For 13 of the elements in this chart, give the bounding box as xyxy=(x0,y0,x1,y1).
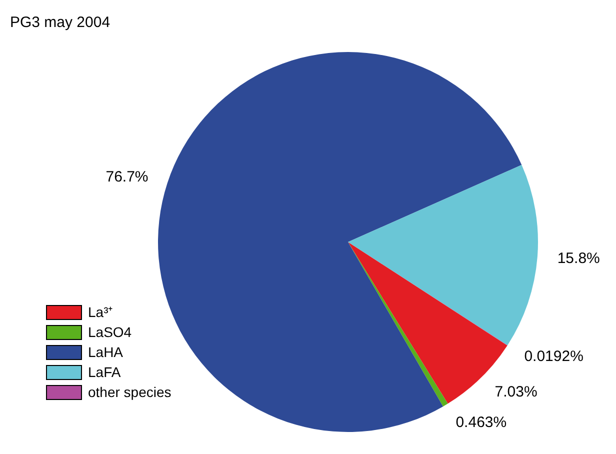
legend-label: LaHA xyxy=(88,343,124,362)
legend-label: LaSO4 xyxy=(88,323,132,342)
data-label: 0.0192% xyxy=(524,348,584,365)
chart-title: PG3 may 2004 xyxy=(10,14,110,31)
data-label: 76.7% xyxy=(106,168,148,186)
data-label: 7.03% xyxy=(494,384,538,401)
data-label: 0.463% xyxy=(456,414,507,431)
pie-slice xyxy=(348,164,538,346)
pie-slice xyxy=(348,242,448,406)
legend-label: LaFA xyxy=(88,363,121,382)
data-label: 15.8% xyxy=(557,250,600,267)
legend-label: other species xyxy=(88,383,172,402)
legend-label: La³⁺ xyxy=(88,303,114,322)
